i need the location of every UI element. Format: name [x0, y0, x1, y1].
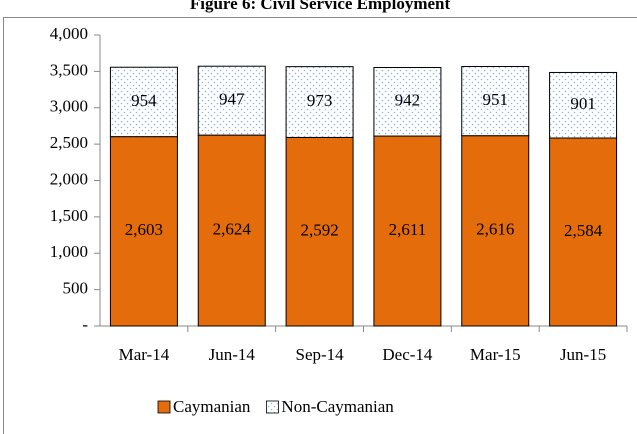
bar-segment — [549, 71, 618, 139]
x-tick-label: Jun-15 — [560, 345, 606, 364]
data-label: 942 — [395, 91, 421, 110]
bar-segment — [461, 66, 530, 137]
data-label: 973 — [307, 91, 333, 110]
y-tick-label: 3,500 — [50, 60, 88, 79]
data-label: 954 — [131, 91, 157, 110]
legend-label: Caymanian — [173, 397, 251, 416]
y-tick-label: 2,000 — [50, 169, 88, 188]
data-label: 951 — [483, 90, 509, 109]
bar-segment — [109, 136, 178, 327]
data-label: 2,592 — [300, 221, 338, 240]
x-tick-label: Dec-14 — [382, 345, 433, 364]
bar-segment — [373, 135, 442, 327]
frame — [3, 17, 637, 434]
data-label: 2,584 — [564, 221, 603, 240]
x-tick-label: Mar-14 — [119, 345, 170, 364]
y-tick-label: 4,000 — [50, 24, 88, 43]
legend-swatch — [157, 400, 171, 414]
x-tick-label: Jun-14 — [209, 345, 256, 364]
bar-segment — [285, 66, 354, 138]
y-tick-label: 1,500 — [50, 206, 88, 225]
data-label: 901 — [570, 94, 596, 113]
data-label: 2,603 — [125, 220, 163, 239]
y-tick-label: 3,000 — [50, 97, 88, 116]
bar-segment — [285, 136, 354, 327]
bar-segment — [197, 134, 266, 327]
data-label: 947 — [219, 90, 245, 109]
bar-segment — [461, 135, 530, 327]
legend-swatch — [266, 400, 279, 414]
bar-segment — [109, 66, 178, 138]
y-tick-label: 2,500 — [50, 133, 88, 152]
data-label: 2,616 — [476, 220, 514, 239]
y-tick-label: 500 — [63, 279, 89, 298]
legend-label: Non-Caymanian — [281, 397, 394, 416]
chart-title: Figure 6: Civil Service Employment — [190, 0, 451, 13]
bar-segment — [373, 67, 442, 137]
bar-segment — [549, 137, 618, 327]
data-label: 2,611 — [389, 220, 427, 239]
x-tick-label: Sep-14 — [295, 345, 344, 364]
y-tick-label: 1,000 — [50, 242, 88, 261]
data-label: 2,624 — [213, 219, 252, 238]
x-tick-label: Mar-15 — [470, 345, 521, 364]
bar-segment — [197, 65, 266, 136]
y-tick-label: - — [82, 315, 88, 334]
